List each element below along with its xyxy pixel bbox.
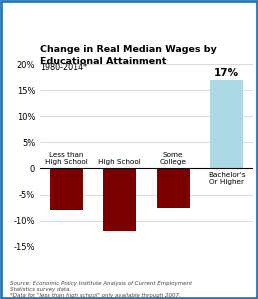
Bar — [50, 169, 83, 210]
Text: Source: Economic Policy Institute Analysis of Current Employment
Statistics surv: Source: Economic Policy Institute Analys… — [10, 281, 192, 298]
Text: -7.5%: -7.5% — [159, 210, 188, 219]
Text: -8%*: -8%* — [54, 212, 78, 221]
Bar — [103, 169, 136, 231]
Text: Some
College: Some College — [160, 152, 187, 165]
Text: Less than
High School: Less than High School — [45, 152, 88, 165]
Text: Change in Real Median Wages by
Educational Attainment: Change in Real Median Wages by Education… — [40, 45, 217, 65]
Text: -12%: -12% — [107, 233, 132, 242]
Bar — [210, 80, 243, 169]
Text: Wages Are Falling for DC Residents
Without A College Degree: Wages Are Falling for DC Residents Witho… — [32, 9, 226, 32]
Bar — [157, 169, 190, 208]
Text: High School: High School — [98, 159, 141, 165]
Text: 17%: 17% — [214, 68, 239, 78]
Text: Bachelor's
Or Higher: Bachelor's Or Higher — [208, 172, 245, 184]
Text: 1980-2014*: 1980-2014* — [40, 63, 87, 72]
